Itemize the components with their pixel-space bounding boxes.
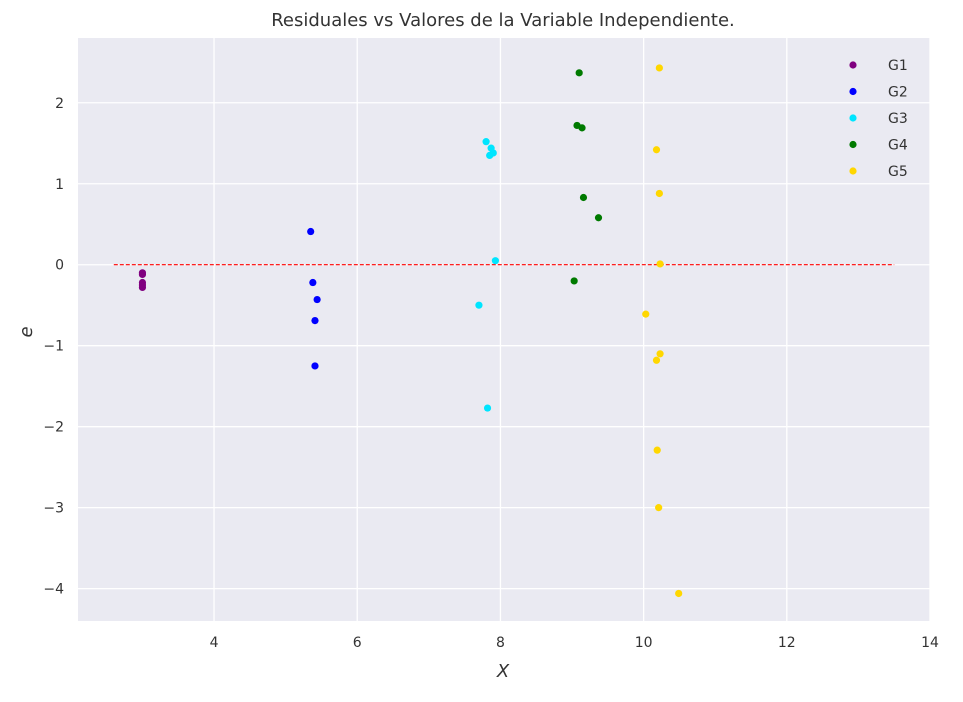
legend-label-g5: G5 xyxy=(888,164,908,180)
y-tick-label: −2 xyxy=(43,420,64,436)
point-g5 xyxy=(656,350,664,358)
legend-marker-g2 xyxy=(849,87,857,96)
point-g1 xyxy=(138,283,147,291)
x-tick-label: 4 xyxy=(210,635,219,651)
y-tick-label: 1 xyxy=(55,177,64,193)
point-g3 xyxy=(482,138,490,146)
x-tick-label: 6 xyxy=(353,635,362,651)
point-g5 xyxy=(642,310,650,318)
y-tick-labels: −4 −3 −2 −1 0 1 2 xyxy=(43,96,64,598)
point-g2 xyxy=(311,316,319,325)
point-g2 xyxy=(311,362,319,370)
legend-label-g1: G1 xyxy=(888,58,908,74)
point-g3 xyxy=(486,151,494,160)
point-g4 xyxy=(594,214,603,222)
chart-title: Residuales vs Valores de la Variable Ind… xyxy=(271,10,735,31)
point-g4 xyxy=(575,69,583,77)
plot-background xyxy=(78,38,930,621)
y-tick-label: −4 xyxy=(43,582,64,598)
point-g4 xyxy=(570,277,578,285)
point-g1 xyxy=(138,270,147,279)
y-axis-label: e xyxy=(16,326,37,337)
point-g5 xyxy=(653,446,661,454)
y-tick-label: −3 xyxy=(43,501,64,517)
point-g5 xyxy=(652,356,661,364)
x-tick-labels: 4 6 8 10 12 14 xyxy=(210,635,939,651)
point-g2 xyxy=(313,295,321,304)
legend-label-g3: G3 xyxy=(888,111,908,127)
legend: G1 G2 G3 G4 G5 xyxy=(849,58,908,180)
point-g2 xyxy=(307,227,315,236)
point-g5 xyxy=(655,64,663,72)
x-tick-label: 8 xyxy=(496,635,505,651)
point-g5 xyxy=(652,146,661,154)
x-tick-label: 12 xyxy=(778,635,796,651)
point-g3 xyxy=(491,257,500,265)
legend-marker-g3 xyxy=(849,114,857,122)
grid-lines xyxy=(78,38,931,621)
legend-marker-g5 xyxy=(849,167,857,175)
point-g4 xyxy=(579,193,588,202)
y-tick-label: −1 xyxy=(43,339,64,355)
y-tick-label: 0 xyxy=(55,258,64,274)
x-axis-label: X xyxy=(496,661,510,682)
point-g5 xyxy=(656,260,664,268)
legend-label-g4: G4 xyxy=(888,138,908,154)
legend-marker-g4 xyxy=(849,140,857,149)
point-g5 xyxy=(675,589,683,598)
data-points xyxy=(138,64,683,598)
x-tick-label: 10 xyxy=(635,635,653,651)
point-g2 xyxy=(309,278,317,287)
x-tick-label: 14 xyxy=(921,635,939,651)
point-g3 xyxy=(475,301,483,309)
y-tick-label: 2 xyxy=(55,96,64,112)
legend-marker-g1 xyxy=(849,61,857,69)
point-g5 xyxy=(655,189,663,198)
legend-label-g2: G2 xyxy=(888,85,908,101)
point-g5 xyxy=(655,504,663,512)
point-g3 xyxy=(483,404,492,412)
point-g4 xyxy=(578,124,586,132)
